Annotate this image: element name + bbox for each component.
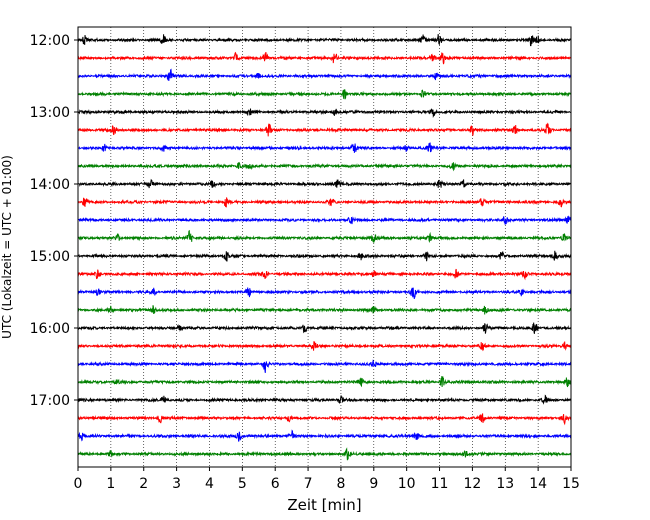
trace-15:45	[77, 305, 572, 315]
x-tick-label: 11	[431, 476, 449, 492]
trace-16:30	[77, 359, 572, 373]
trace-13:00	[77, 108, 572, 118]
trace-14:15	[77, 197, 572, 208]
y-tick-label: 13:00	[30, 105, 70, 121]
y-tick-label: 16:00	[30, 321, 70, 337]
x-tick-label: 2	[139, 476, 148, 492]
x-tick-label: 12	[463, 476, 481, 492]
trace-16:00	[77, 322, 572, 334]
trace-14:45	[77, 229, 572, 244]
x-axis-label: Zeit [min]	[287, 496, 361, 514]
trace-15:15	[77, 268, 572, 281]
trace-17:15	[77, 413, 572, 426]
trace-17:45	[77, 447, 572, 461]
trace-12:15	[77, 51, 572, 65]
x-tick-label: 14	[529, 476, 547, 492]
x-tick-label: 1	[106, 476, 115, 492]
x-tick-label: 8	[336, 476, 345, 492]
x-tick-label: 5	[238, 476, 247, 492]
trace-17:30	[77, 429, 572, 442]
x-tick-label: 7	[304, 476, 313, 492]
trace-15:00	[77, 250, 572, 262]
trace-14:00	[78, 178, 572, 189]
trace-12:45	[77, 89, 572, 100]
trace-17:00	[77, 394, 572, 405]
grid-lines	[110, 27, 539, 467]
y-tick-label: 12:00	[30, 33, 70, 49]
x-tick-label: 9	[369, 476, 378, 492]
trace-lines	[77, 34, 572, 461]
x-tick-label: 3	[172, 476, 181, 492]
y-axis-label: UTC (Lokalzeit = UTC + 01:00)	[0, 155, 14, 339]
y-tick-label: 15:00	[30, 249, 70, 265]
plot-frame	[77, 26, 572, 468]
trace-16:15	[77, 341, 572, 352]
trace-13:30	[77, 142, 572, 153]
x-tick-label: 4	[205, 476, 214, 492]
trace-13:15	[77, 122, 572, 137]
x-tick-label: 15	[562, 476, 580, 492]
y-tick-label: 14:00	[30, 177, 70, 193]
trace-13:45	[77, 161, 572, 172]
y-axis-ticks: 12:00 13:00 14:00 15:00 16:00 17:00	[30, 33, 78, 409]
y-tick-label: 17:00	[30, 393, 70, 409]
x-tick-label: 10	[398, 476, 416, 492]
trace-16:45	[77, 376, 572, 388]
trace-12:30	[77, 68, 572, 81]
trace-14:30	[77, 215, 572, 225]
trace-15:30	[77, 287, 572, 299]
x-tick-label: 0	[74, 476, 83, 492]
x-tick-label: 6	[271, 476, 280, 492]
x-tick-label: 13	[496, 476, 514, 492]
trace-12:00	[77, 34, 572, 47]
x-axis-ticks: 0 1 2 3 4 5 6 7 8 9 10 11 12 13 14 15	[74, 467, 580, 492]
